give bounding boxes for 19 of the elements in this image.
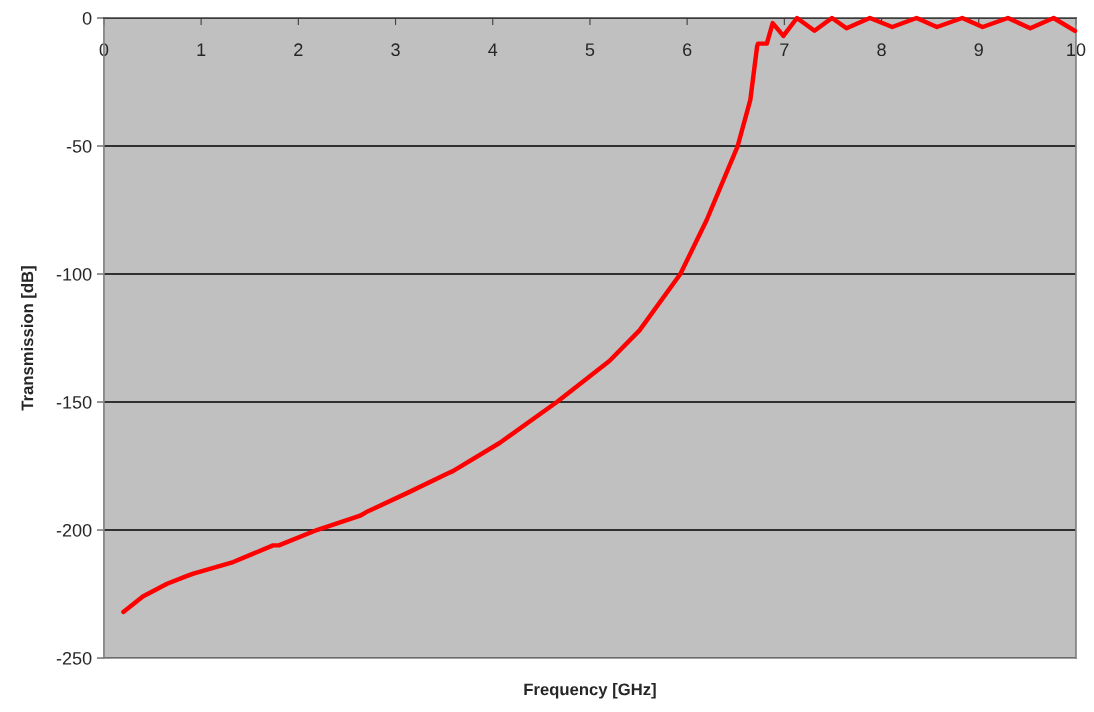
x-tick-label: 0 <box>99 43 109 57</box>
x-tick-label: 4 <box>488 43 498 56</box>
x-tick-label: 8 <box>877 43 886 57</box>
x-tick-label: 1 <box>197 43 206 56</box>
y-tick-label: -50 <box>66 139 92 153</box>
x-tick-label: 5 <box>585 43 595 57</box>
y-tick-label: -150 <box>56 395 92 409</box>
x-tick-label: 2 <box>294 43 303 56</box>
y-tick-label: 0 <box>82 11 92 25</box>
x-tick-label: 6 <box>683 43 692 57</box>
x-tick-label: 9 <box>974 43 983 57</box>
y-tick-label: -200 <box>56 523 92 537</box>
y-axis-title: Transmission [dB] <box>21 266 37 411</box>
x-axis-title: Frequency [GHz] <box>524 683 656 699</box>
y-tick-label: -250 <box>56 651 92 665</box>
y-tick-label: -100 <box>56 267 92 281</box>
x-tick-label: 7 <box>780 43 789 56</box>
x-tick-label: 3 <box>391 43 400 57</box>
x-tick-label: 10 <box>1067 43 1086 57</box>
